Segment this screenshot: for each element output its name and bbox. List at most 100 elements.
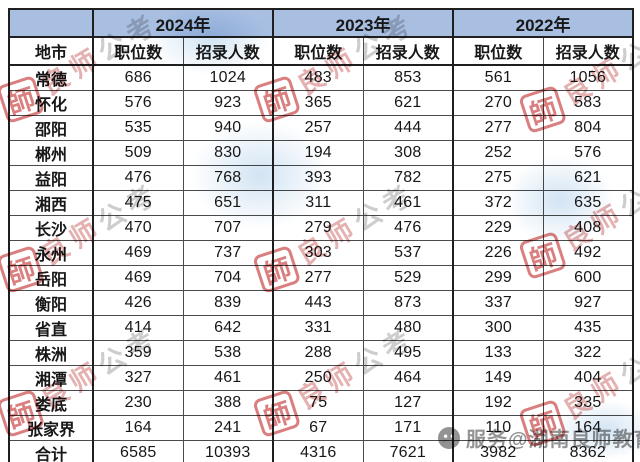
value-cell: 923 — [182, 90, 274, 116]
value-cell: 1056 — [542, 64, 634, 91]
table-row: 湘潭 327 461 250 464 149 404 — [8, 365, 634, 391]
value-cell: 561 — [452, 64, 544, 91]
value-cell: 331 — [272, 315, 364, 341]
value-cell: 110 — [452, 415, 544, 441]
value-cell: 359 — [92, 340, 184, 366]
value-cell: 576 — [92, 90, 184, 116]
city-cell: 合计 — [8, 440, 94, 462]
table-row: 永州 469 737 303 537 226 492 — [8, 240, 634, 266]
value-cell: 426 — [92, 290, 184, 316]
value-cell: 164 — [542, 415, 634, 441]
value-cell: 768 — [182, 165, 274, 191]
value-cell: 509 — [92, 140, 184, 166]
value-cell: 470 — [92, 215, 184, 241]
table-header: 2024年 2023年 2022年 地市 职位数 招录人数 职位数 招录人数 职… — [8, 8, 634, 66]
value-cell: 303 — [272, 240, 364, 266]
value-cell: 337 — [452, 290, 544, 316]
value-cell: 704 — [182, 265, 274, 291]
value-cell: 535 — [92, 115, 184, 141]
value-cell: 443 — [272, 290, 364, 316]
value-cell: 388 — [182, 390, 274, 416]
value-cell: 476 — [92, 165, 184, 191]
city-cell: 郴州 — [8, 140, 94, 166]
value-cell: 372 — [452, 190, 544, 216]
table-row: 湘西 475 651 311 461 372 635 — [8, 190, 634, 216]
value-cell: 3982 — [452, 440, 544, 462]
city-cell: 湘西 — [8, 190, 94, 216]
sub-header-row: 地市 职位数 招录人数 职位数 招录人数 职位数 招录人数 — [8, 36, 634, 66]
year-header-row: 2024年 2023年 2022年 — [8, 8, 634, 38]
city-cell: 娄底 — [8, 390, 94, 416]
value-cell: 288 — [272, 340, 364, 366]
city-cell: 邵阳 — [8, 115, 94, 141]
value-cell: 4316 — [272, 440, 364, 462]
value-cell: 250 — [272, 365, 364, 391]
value-cell: 576 — [542, 140, 634, 166]
value-cell: 469 — [92, 240, 184, 266]
value-cell: 475 — [92, 190, 184, 216]
value-cell: 642 — [182, 315, 274, 341]
total-row: 合计 6585 10393 4316 7621 3982 8362 — [8, 440, 634, 462]
value-cell: 583 — [542, 90, 634, 116]
value-cell: 476 — [362, 215, 454, 241]
value-cell: 621 — [542, 165, 634, 191]
table-row: 常德 686 1024 483 853 561 1056 — [8, 64, 634, 91]
value-cell: 194 — [272, 140, 364, 166]
value-cell: 529 — [362, 265, 454, 291]
value-cell: 365 — [272, 90, 364, 116]
city-cell: 岳阳 — [8, 265, 94, 291]
value-cell: 839 — [182, 290, 274, 316]
city-cell: 长沙 — [8, 215, 94, 241]
table-row: 长沙 470 707 279 476 229 408 — [8, 215, 634, 241]
value-cell: 311 — [272, 190, 364, 216]
value-cell: 435 — [542, 315, 634, 341]
value-cell: 635 — [542, 190, 634, 216]
value-cell: 830 — [182, 140, 274, 166]
value-cell: 308 — [362, 140, 454, 166]
value-cell: 414 — [92, 315, 184, 341]
recruitment-table: 2024年 2023年 2022年 地市 职位数 招录人数 职位数 招录人数 职… — [8, 8, 635, 462]
value-cell: 277 — [272, 265, 364, 291]
value-cell: 229 — [452, 215, 544, 241]
table-row: 张家界 164 241 67 171 110 164 — [8, 415, 634, 441]
value-cell: 537 — [362, 240, 454, 266]
value-cell: 461 — [182, 365, 274, 391]
value-cell: 461 — [362, 190, 454, 216]
value-cell: 192 — [452, 390, 544, 416]
value-cell: 322 — [542, 340, 634, 366]
table-row: 益阳 476 768 393 782 275 621 — [8, 165, 634, 191]
value-cell: 737 — [182, 240, 274, 266]
city-cell: 益阳 — [8, 165, 94, 191]
table-row: 株洲 359 538 288 495 133 322 — [8, 340, 634, 366]
value-cell: 782 — [362, 165, 454, 191]
table-row: 邵阳 535 940 257 444 277 804 — [8, 115, 634, 141]
city-cell: 湘潭 — [8, 365, 94, 391]
value-cell: 707 — [182, 215, 274, 241]
value-cell: 483 — [272, 64, 364, 91]
value-cell: 133 — [452, 340, 544, 366]
value-cell: 67 — [272, 415, 364, 441]
year-header-2022: 2022年 — [452, 8, 634, 38]
value-cell: 853 — [362, 64, 454, 91]
city-cell: 衡阳 — [8, 290, 94, 316]
value-cell: 335 — [542, 390, 634, 416]
table-row: 省直 414 642 331 480 300 435 — [8, 315, 634, 341]
value-cell: 275 — [452, 165, 544, 191]
value-cell: 464 — [362, 365, 454, 391]
value-cell: 230 — [92, 390, 184, 416]
value-cell: 804 — [542, 115, 634, 141]
table-row: 郴州 509 830 194 308 252 576 — [8, 140, 634, 166]
value-cell: 469 — [92, 265, 184, 291]
value-cell: 495 — [362, 340, 454, 366]
value-cell: 257 — [272, 115, 364, 141]
sub-header: 招录人数 — [182, 36, 274, 66]
city-cell: 怀化 — [8, 90, 94, 116]
value-cell: 75 — [272, 390, 364, 416]
city-cell: 永州 — [8, 240, 94, 266]
value-cell: 686 — [92, 64, 184, 91]
sub-header: 招录人数 — [362, 36, 454, 66]
value-cell: 621 — [362, 90, 454, 116]
sub-header: 职位数 — [272, 36, 364, 66]
value-cell: 127 — [362, 390, 454, 416]
